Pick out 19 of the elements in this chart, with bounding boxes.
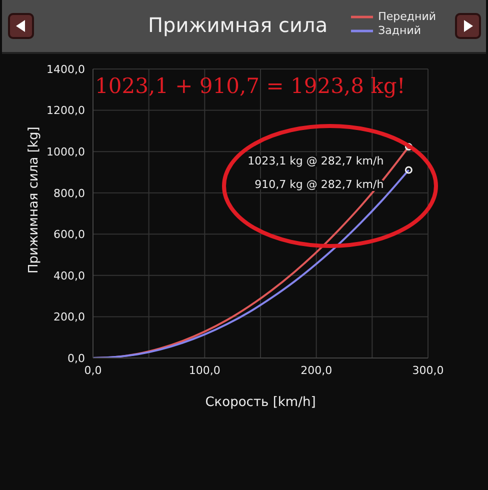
annotation: 1023,1 kg @ 282,7 km/h <box>248 154 384 168</box>
y-tick-label: 1400,0 <box>46 62 85 76</box>
y-tick-label: 800,0 <box>54 186 85 200</box>
x-tick-label: 200,0 <box>300 364 332 377</box>
y-tick-label: 400,0 <box>54 269 85 282</box>
legend-label: Задний <box>377 24 422 38</box>
y-tick-label: 600,0 <box>54 228 85 242</box>
y-tick-label: 200,0 <box>54 310 85 324</box>
chart-title: Прижимная сила <box>148 13 328 37</box>
x-tick-label: 0,0 <box>84 364 102 377</box>
x-tick-label: 100,0 <box>188 364 220 377</box>
x-axis-title: Скорость [km/h] <box>205 395 316 410</box>
y-axis-title: Прижимная сила [kg] <box>26 126 42 274</box>
annotation: 1023,1 + 910,7 = 1923,8 kg! <box>95 74 406 98</box>
x-tick-label: 300,0 <box>412 364 444 377</box>
y-tick-label: 1000,0 <box>46 145 85 158</box>
y-tick-label: 1200,0 <box>46 104 85 118</box>
legend-label: Передний <box>377 10 436 24</box>
y-tick-label: 0,0 <box>68 352 85 365</box>
